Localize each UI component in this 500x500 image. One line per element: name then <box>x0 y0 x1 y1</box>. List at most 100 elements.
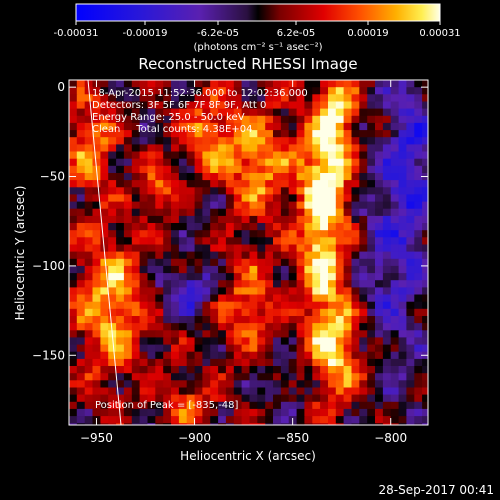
heatmap-cell <box>100 237 109 246</box>
heatmap-cell <box>273 101 282 110</box>
heatmap-cell <box>139 215 148 224</box>
heatmap-cell <box>398 201 407 210</box>
heatmap-cell <box>210 201 219 210</box>
heatmap-cell <box>351 265 360 274</box>
heatmap-cell <box>233 130 243 138</box>
heatmap-cell <box>335 194 345 203</box>
heatmap-cell <box>328 373 337 381</box>
heatmap-cell <box>249 337 258 346</box>
heatmap-cell <box>241 208 250 217</box>
heatmap-cell <box>280 80 290 88</box>
heatmap-cell <box>76 308 86 317</box>
heatmap-cell <box>414 394 423 403</box>
heatmap-cell <box>406 323 415 331</box>
heatmap-cell <box>76 230 86 238</box>
heatmap-cell <box>225 344 235 353</box>
heatmap-cell <box>147 108 156 117</box>
heatmap-cell <box>233 258 243 267</box>
heatmap-cell <box>273 137 282 145</box>
heatmap-cell <box>116 230 125 238</box>
heatmap-cell <box>328 430 336 438</box>
heatmap-cell <box>430 316 438 324</box>
heatmap-cell <box>280 144 290 153</box>
heatmap-cell <box>304 115 313 124</box>
heatmap-cell <box>194 223 203 231</box>
heatmap-cell <box>398 358 407 367</box>
heatmap-cell <box>194 137 203 145</box>
heatmap-cell <box>296 273 305 281</box>
heatmap-cell <box>382 294 392 303</box>
heatmap-cell <box>328 308 337 317</box>
heatmap-cell <box>422 337 428 346</box>
heatmap-cell <box>123 265 133 274</box>
heatmap-cell <box>375 294 384 303</box>
heatmap-cell <box>406 215 415 224</box>
heatmap-cell <box>225 130 235 138</box>
heatmap-cell <box>359 366 368 374</box>
heatmap-cell <box>116 108 125 117</box>
heatmap-cell <box>69 244 78 253</box>
heatmap-cell <box>328 230 337 238</box>
heatmap-cell <box>249 323 258 331</box>
heatmap-cell <box>430 223 438 231</box>
heatmap-cell <box>265 344 274 353</box>
heatmap-cell <box>202 358 211 367</box>
heatmap-cell <box>218 173 227 181</box>
heatmap-cell <box>375 80 384 88</box>
heatmap-cell <box>312 130 321 138</box>
heatmap-cell <box>296 194 305 203</box>
heatmap-cell <box>123 87 133 95</box>
heatmap-cell <box>233 165 243 174</box>
heatmap-cell <box>116 316 125 324</box>
heatmap-cell <box>225 122 235 131</box>
heatmap-cell <box>163 108 172 117</box>
heatmap-cell <box>375 223 384 231</box>
heatmap-cell <box>249 287 258 296</box>
heatmap-cell <box>194 194 203 203</box>
heatmap-cell <box>139 287 148 296</box>
heatmap-cell <box>100 351 109 360</box>
heatmap-cell <box>84 380 94 389</box>
heatmap-cell <box>382 401 392 410</box>
heatmap-cell <box>155 251 164 260</box>
heatmap-cell <box>108 301 117 310</box>
heatmap-cell <box>422 137 428 145</box>
heatmap-cell <box>335 323 345 331</box>
heatmap-cell <box>69 108 78 117</box>
heatmap-cell <box>76 323 86 331</box>
heatmap-cell <box>343 258 352 267</box>
heatmap-cell <box>171 301 180 310</box>
heatmap-cell <box>367 337 376 346</box>
heatmap-cell <box>241 280 250 288</box>
heatmap-cell <box>108 165 117 174</box>
heatmap-cell <box>296 287 305 296</box>
heatmap-cell <box>116 180 125 188</box>
heatmap-cell <box>430 166 438 174</box>
heatmap-cell <box>116 373 125 381</box>
heatmap-cell <box>273 351 282 360</box>
heatmap-cell <box>116 323 125 331</box>
heatmap-cell <box>194 94 203 103</box>
heatmap-cell <box>84 358 94 367</box>
heatmap-cell <box>241 301 250 310</box>
heatmap-cell <box>249 358 258 367</box>
heatmap-cell <box>163 230 172 238</box>
heatmap-cell <box>225 237 235 246</box>
heatmap-cell <box>194 401 203 410</box>
heatmap-cell <box>273 230 282 238</box>
heatmap-cell <box>186 187 196 196</box>
heatmap-cell <box>406 401 415 410</box>
heatmap-cell <box>359 230 368 238</box>
heatmap-cell <box>202 408 211 417</box>
heatmap-cell <box>123 208 133 217</box>
heatmap-cell <box>296 373 305 381</box>
heatmap-cell <box>335 265 345 274</box>
heatmap-cell <box>422 94 428 103</box>
heatmap-cell <box>171 137 180 145</box>
heatmap-cell <box>273 208 282 217</box>
heatmap-cell <box>280 280 290 288</box>
heatmap-cell <box>375 173 384 181</box>
heatmap-cell <box>108 201 117 210</box>
heatmap-cell <box>312 408 321 417</box>
heatmap-cell <box>304 215 313 224</box>
